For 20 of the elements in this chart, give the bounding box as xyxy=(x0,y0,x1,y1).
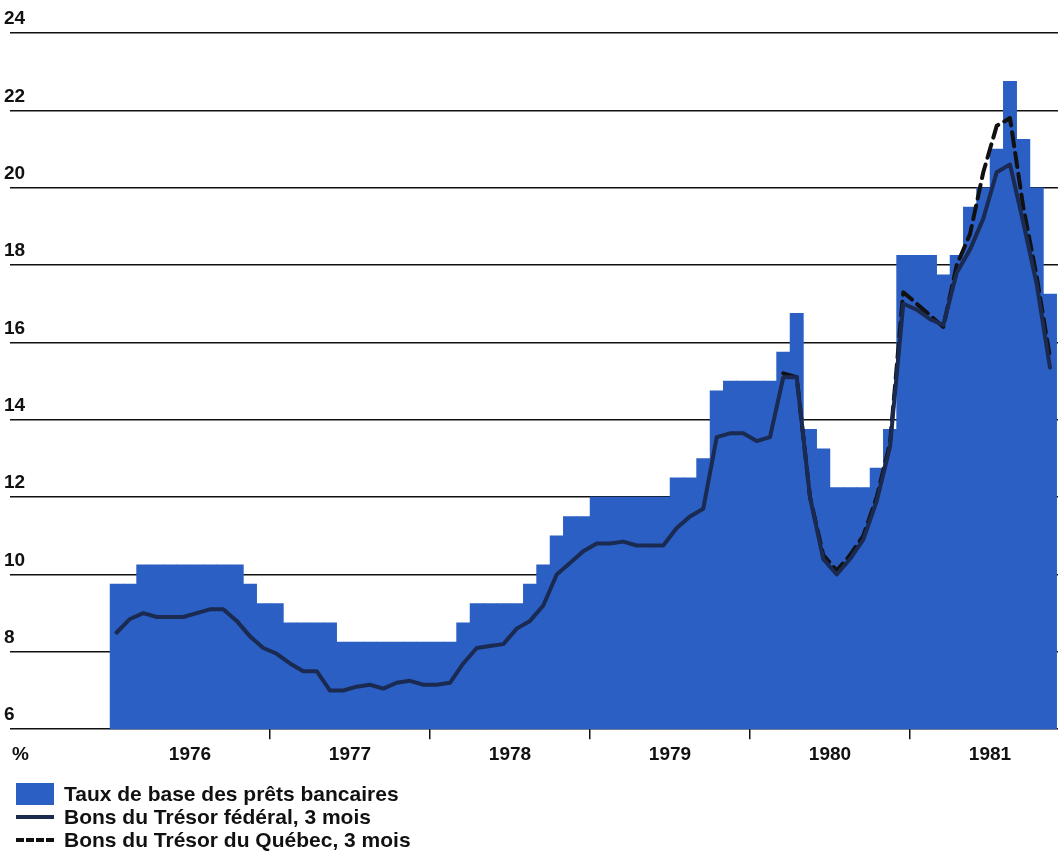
y-tick-label: 12 xyxy=(4,471,26,493)
legend-label: Bons du Trésor fédéral, 3 mois xyxy=(64,805,371,828)
legend-label: Taux de base des prêts bancaires xyxy=(64,782,399,805)
x-tick-label: 1976 xyxy=(168,742,212,764)
y-tick-label: 14 xyxy=(4,394,26,416)
x-tick-label: 1979 xyxy=(648,742,692,764)
text: % xyxy=(12,742,29,764)
legend-label: Bons du Trésor du Québec, 3 mois xyxy=(64,828,411,851)
y-tick-label: 18 xyxy=(4,239,26,261)
y-tick-label: 16 xyxy=(4,316,26,338)
x-tick-label: 1981 xyxy=(968,742,1012,764)
x-tick-label: 1977 xyxy=(328,742,372,764)
y-tick-label: 24 xyxy=(4,7,26,29)
y-tick-label: 6 xyxy=(4,703,15,725)
x-tick-label: 1978 xyxy=(488,742,532,764)
y-tick-label: 20 xyxy=(4,161,26,183)
y-tick-label: 10 xyxy=(4,548,26,570)
x-tick-label: 1980 xyxy=(808,742,852,764)
y-tick-label: 22 xyxy=(4,84,26,106)
y-tick-label: 8 xyxy=(4,626,15,648)
